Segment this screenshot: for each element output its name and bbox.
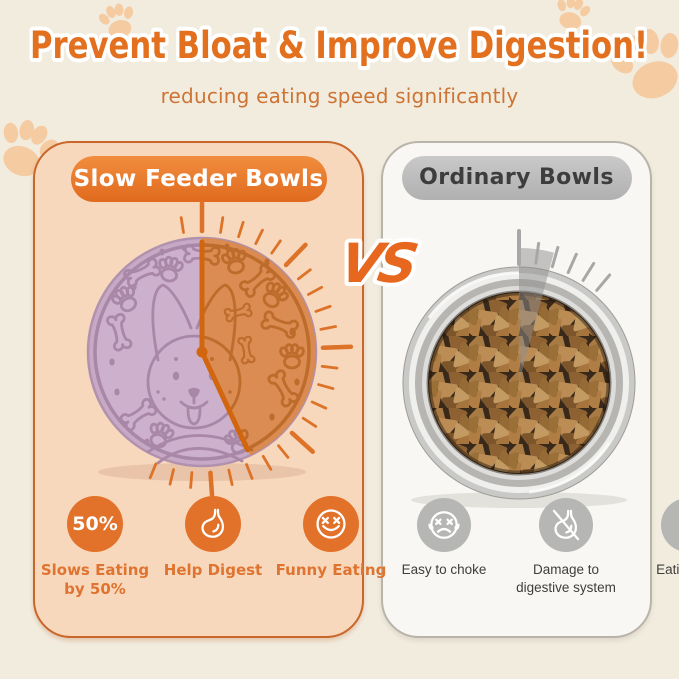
slow-feeder-header: Slow Feeder Bowls <box>70 156 327 202</box>
benefit-funny-eating: Funny Eating <box>272 496 390 599</box>
page-title: Prevent Bloat & Improve Digestion! <box>26 20 652 71</box>
ordinary-drawbacks: Easy to choke Damage to digestive system… <box>383 498 679 596</box>
choking-face-icon <box>417 498 471 552</box>
badge-50-text: 50% <box>72 513 118 535</box>
badge-50-percent: 50% <box>67 496 123 552</box>
benefit-label: Funny Eating <box>275 561 387 579</box>
drawback-label: Damage to digestive system <box>516 562 616 595</box>
drawback-label: Easy to choke <box>401 562 487 577</box>
drawback-label: Eating fast <box>656 562 679 577</box>
benefit-slows-eating: 50% Slows Eating by 50% <box>36 496 154 599</box>
timer-ticks-gray <box>517 229 612 292</box>
drawback-eating-fast: Eating fast <box>627 498 679 596</box>
page-title-text: Prevent Bloat & Improve Digestion! <box>30 24 648 67</box>
benefit-label: Help Digest <box>163 561 263 579</box>
laughing-face-icon <box>303 496 359 552</box>
stomach-icon <box>185 496 241 552</box>
lightning-icon <box>661 498 679 552</box>
vs-text: VS <box>335 231 421 295</box>
benefit-label: Slows Eating by 50% <box>40 561 150 598</box>
benefit-help-digest: Help Digest <box>154 496 272 599</box>
clock-hands <box>199 239 251 453</box>
ordinary-header: Ordinary Bowls <box>401 156 632 200</box>
stomach-slash-icon <box>539 498 593 552</box>
drawback-digestive: Damage to digestive system <box>505 498 627 596</box>
drawback-choke: Easy to choke <box>383 498 505 596</box>
slow-feeder-benefits: 50% Slows Eating by 50% Help Digest Funn… <box>36 496 386 599</box>
page-subtitle: reducing eating speed significantly <box>160 84 519 108</box>
ordinary-bowl-image <box>402 229 636 508</box>
vs-label: VS <box>331 227 424 299</box>
slow-feeder-bowl-image <box>86 200 354 503</box>
timer-ticks-orange <box>148 200 354 503</box>
timer-wedge-gray <box>519 248 554 383</box>
